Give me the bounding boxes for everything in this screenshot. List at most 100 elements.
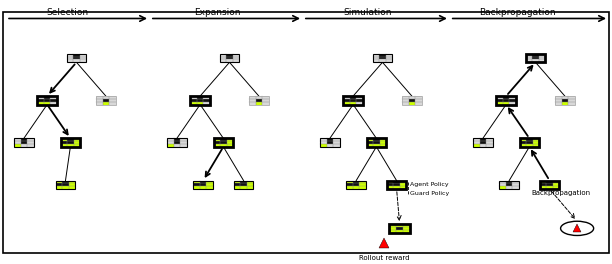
Bar — [503, 99, 509, 102]
Bar — [174, 144, 180, 147]
Bar — [67, 54, 86, 62]
Bar — [206, 183, 213, 186]
Bar — [27, 138, 34, 141]
Bar — [526, 57, 532, 59]
Bar — [327, 144, 333, 147]
Bar — [526, 54, 545, 62]
Bar — [373, 141, 379, 144]
Bar — [343, 96, 363, 105]
Bar — [220, 54, 226, 57]
Bar — [486, 144, 493, 147]
Bar — [67, 54, 86, 62]
Bar — [21, 144, 27, 147]
Bar — [526, 138, 532, 141]
Bar — [402, 99, 409, 102]
Bar — [203, 96, 210, 99]
Bar — [14, 141, 21, 144]
Bar — [56, 181, 75, 189]
Bar — [61, 138, 67, 141]
Bar — [343, 96, 350, 99]
Bar — [389, 230, 396, 233]
Bar — [526, 144, 532, 147]
Bar — [496, 102, 503, 105]
Bar — [226, 57, 233, 59]
Bar — [553, 183, 559, 186]
Text: Guard Policy: Guard Policy — [410, 191, 449, 196]
Bar — [562, 102, 568, 105]
Bar — [506, 181, 512, 183]
Bar — [512, 181, 519, 183]
Bar — [389, 224, 410, 233]
Bar — [256, 102, 262, 105]
Bar — [67, 144, 73, 147]
Bar — [109, 102, 116, 105]
Bar — [409, 96, 415, 99]
Bar — [167, 141, 174, 144]
Bar — [555, 102, 562, 105]
Bar — [506, 183, 512, 186]
Bar — [394, 183, 400, 186]
Bar — [512, 183, 519, 186]
Bar — [509, 102, 516, 105]
Bar — [327, 138, 333, 141]
Bar — [80, 54, 86, 57]
Bar — [379, 141, 386, 144]
Bar — [233, 59, 239, 62]
Bar — [67, 141, 73, 144]
Bar — [353, 181, 359, 183]
Bar — [400, 183, 406, 186]
Bar — [499, 183, 506, 186]
Bar — [37, 96, 44, 99]
Bar — [320, 138, 340, 147]
Bar — [220, 138, 226, 141]
Bar — [402, 102, 409, 105]
Bar — [190, 96, 197, 99]
Bar — [353, 183, 359, 186]
Bar — [415, 96, 422, 99]
Bar — [373, 138, 379, 141]
Bar — [190, 96, 210, 105]
Bar — [73, 144, 80, 147]
Text: Backpropagation: Backpropagation — [479, 8, 556, 17]
Bar — [200, 181, 206, 183]
Bar — [473, 138, 493, 147]
Bar — [80, 59, 86, 62]
Bar — [44, 99, 50, 102]
Bar — [193, 181, 213, 189]
Bar — [61, 138, 80, 147]
Bar — [190, 96, 210, 105]
Bar — [256, 99, 262, 102]
Bar — [193, 181, 213, 189]
Bar — [333, 141, 340, 144]
Bar — [539, 59, 545, 62]
Bar — [539, 57, 545, 59]
Bar — [226, 144, 233, 147]
Bar — [509, 96, 516, 99]
Bar — [526, 59, 532, 62]
Bar — [56, 183, 62, 186]
Bar — [69, 186, 75, 189]
Bar — [356, 96, 363, 99]
Bar — [473, 144, 480, 147]
Bar — [234, 181, 241, 183]
Bar — [520, 138, 539, 147]
Bar — [103, 102, 109, 105]
Bar — [526, 141, 532, 144]
Bar — [96, 96, 116, 105]
Bar — [367, 138, 386, 147]
Bar — [62, 186, 69, 189]
Bar — [234, 186, 241, 189]
Bar — [214, 138, 220, 141]
Bar — [206, 186, 213, 189]
Bar — [568, 102, 575, 105]
Bar — [540, 186, 547, 189]
Bar — [356, 99, 363, 102]
Bar — [379, 144, 386, 147]
Bar — [103, 99, 109, 102]
Text: Rollout reward: Rollout reward — [359, 255, 409, 261]
Bar — [167, 138, 174, 141]
Bar — [226, 54, 233, 57]
Bar — [373, 57, 379, 59]
Bar — [486, 141, 493, 144]
Bar — [526, 54, 545, 62]
